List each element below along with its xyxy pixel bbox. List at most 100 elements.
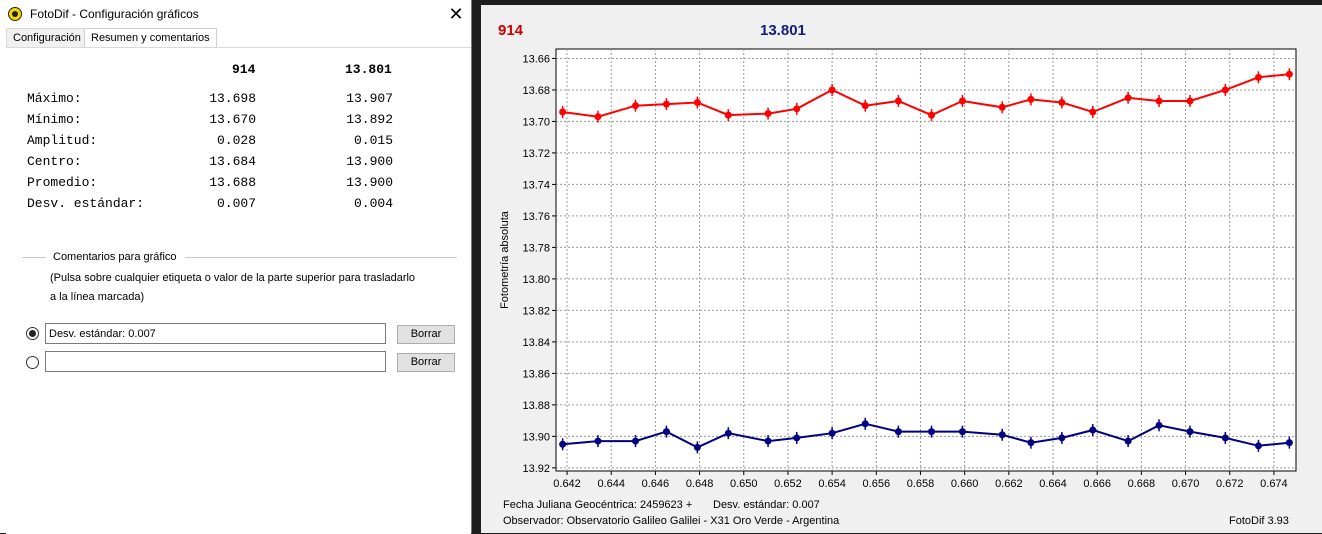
tab-panel: [6, 47, 471, 534]
x-tick-label: 0.662: [995, 478, 1023, 490]
summary-value[interactable]: 0.007: [216, 196, 256, 211]
data-point: [559, 440, 567, 448]
summary-label-desv[interactable]: Desv. estándar:: [27, 196, 145, 211]
summary-header-series2[interactable]: 13.801: [345, 62, 392, 77]
summary-value[interactable]: 13.698: [209, 91, 256, 106]
summary-value[interactable]: 13.907: [346, 91, 393, 106]
footer-observer: Observador: Observatorio Galileo Galilei…: [503, 515, 840, 527]
x-tick-label: 0.664: [1039, 478, 1067, 490]
comments-group-title: Comentarios para gráfico: [50, 251, 180, 263]
tab-configuracion[interactable]: Configuración: [6, 28, 88, 48]
summary-label-maximo[interactable]: Máximo:: [27, 91, 82, 106]
y-tick-label: 13.74: [522, 179, 550, 191]
summary-header-series1[interactable]: 914: [232, 62, 256, 77]
data-point: [1027, 439, 1035, 447]
data-point: [693, 99, 701, 107]
tab-resumen-comentarios[interactable]: Resumen y comentarios: [84, 28, 217, 49]
footer-julian-date: Fecha Juliana Geocéntrica: 2459623 +: [503, 499, 693, 511]
group-border-right: [185, 257, 457, 258]
x-tick-label: 0.646: [642, 478, 670, 490]
summary-value[interactable]: 0.028: [216, 133, 256, 148]
data-point: [928, 111, 936, 119]
x-tick-label: 0.642: [553, 478, 581, 490]
data-point: [632, 437, 640, 445]
data-point: [1124, 94, 1132, 102]
data-point: [928, 428, 936, 436]
data-point: [764, 437, 772, 445]
data-point: [793, 105, 801, 113]
x-tick-label: 0.648: [686, 478, 714, 490]
data-point: [724, 111, 732, 119]
footer-version: FotoDif 3.93: [1229, 515, 1289, 527]
borrar-button-1[interactable]: Borrar: [397, 325, 455, 344]
data-point: [894, 428, 902, 436]
comment-radio-1[interactable]: [26, 327, 39, 340]
y-tick-label: 13.90: [522, 431, 550, 443]
data-point: [1155, 97, 1163, 105]
comment-field-2[interactable]: [45, 351, 386, 372]
comment-field-1[interactable]: [45, 323, 386, 344]
x-tick-label: 0.666: [1083, 478, 1111, 490]
y-tick-label: 13.80: [522, 274, 550, 286]
y-tick-label: 13.86: [522, 368, 550, 380]
data-point: [998, 103, 1006, 111]
summary-value[interactable]: 13.688: [209, 175, 256, 190]
summary-label-centro[interactable]: Centro:: [27, 154, 82, 169]
data-point: [1155, 421, 1163, 429]
data-point: [1089, 426, 1097, 434]
data-point: [662, 428, 670, 436]
comment-radio-2[interactable]: [26, 356, 39, 369]
data-point: [1027, 95, 1035, 103]
y-tick-label: 13.70: [522, 116, 550, 128]
x-tick-label: 0.672: [1216, 478, 1244, 490]
y-tick-label: 13.88: [522, 400, 550, 412]
data-point: [693, 443, 701, 451]
y-axis-label: Fotometría absoluta: [499, 210, 511, 309]
summary-value[interactable]: 13.892: [346, 112, 393, 127]
data-point: [828, 86, 836, 94]
y-tick-label: 13.72: [522, 148, 550, 160]
data-point: [861, 420, 869, 428]
chart-panel: 914 13.801 0.642 0.644 0.646 0.648 0.650 0.65…: [481, 5, 1322, 533]
y-tick-label: 13.68: [522, 85, 550, 97]
data-point: [594, 113, 602, 121]
y-tick-label: 13.84: [522, 337, 550, 349]
data-point: [1221, 86, 1229, 94]
summary-label-promedio[interactable]: Promedio:: [27, 175, 98, 190]
summary-value[interactable]: 13.684: [209, 154, 256, 169]
chart-header-series1: 914: [498, 22, 524, 39]
summary-value[interactable]: 13.900: [346, 175, 393, 190]
comments-hint-line1: (Pulsa sobre cualquier etiqueta o valor …: [50, 272, 416, 284]
summary-value[interactable]: 0.015: [353, 133, 393, 148]
window-title: FotoDif - Configuración gráficos: [30, 7, 199, 21]
group-border-left: [22, 257, 46, 258]
chart-header-series2: 13.801: [760, 22, 806, 39]
footer-std-dev: Desv. estándar: 0.007: [713, 499, 820, 511]
summary-value[interactable]: 13.670: [209, 112, 256, 127]
x-tick-label: 0.654: [818, 478, 846, 490]
x-tick-label: 0.668: [1128, 478, 1156, 490]
data-point: [1285, 439, 1293, 447]
data-point: [1254, 73, 1262, 81]
data-point: [1186, 428, 1194, 436]
data-point: [1221, 434, 1229, 442]
data-point: [632, 102, 640, 110]
summary-label-amplitud[interactable]: Amplitud:: [27, 133, 98, 148]
data-point: [724, 429, 732, 437]
x-tick-label: 0.660: [951, 478, 979, 490]
close-button[interactable]: ✕: [448, 4, 464, 24]
summary-label-minimo[interactable]: Mínimo:: [27, 112, 82, 127]
borrar-button-2[interactable]: Borrar: [397, 353, 455, 372]
x-tick-label: 0.644: [597, 478, 625, 490]
data-point: [828, 429, 836, 437]
data-point: [1089, 108, 1097, 116]
fotodif-app-icon: [8, 7, 22, 21]
data-point: [958, 97, 966, 105]
plot-area: [555, 48, 1297, 472]
data-point: [958, 428, 966, 436]
summary-value[interactable]: 13.900: [346, 154, 393, 169]
title-bar: FotoDif - Configuración gráficos ✕: [0, 0, 471, 28]
data-point: [793, 434, 801, 442]
y-tick-label: 13.92: [522, 463, 550, 475]
summary-value[interactable]: 0.004: [353, 196, 393, 211]
